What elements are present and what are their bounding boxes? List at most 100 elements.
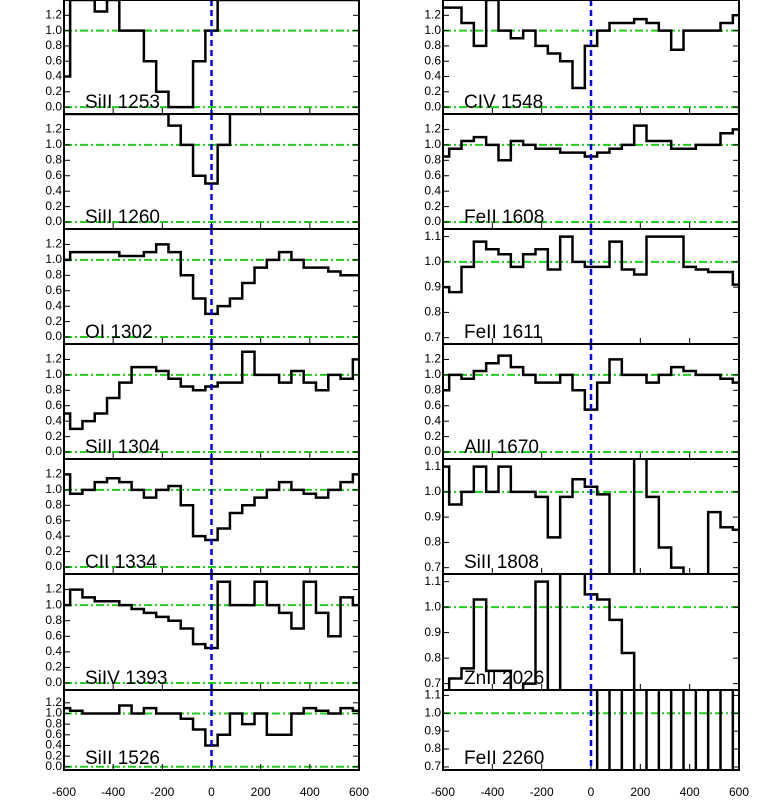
y-tick-label: 1.2	[45, 695, 62, 709]
panel-label: SiII 1253	[85, 92, 160, 113]
spectrum-line	[64, 350, 359, 431]
spectrum-line	[64, 704, 359, 747]
panel-frame	[63, 689, 360, 771]
data-group	[443, 0, 739, 90]
x-tick-label: 200	[251, 785, 271, 799]
y-tick-label: 1.0	[45, 706, 62, 720]
y-tick-label: 0.0	[424, 214, 441, 228]
y-tick-label: 0.2	[45, 748, 62, 762]
data-group	[443, 235, 739, 294]
spectrum-line	[443, 235, 739, 294]
y-tick-label: 1.0	[424, 254, 441, 268]
y-tick-label: 0.8	[424, 382, 441, 396]
y-tick-label: 1.1	[424, 574, 441, 588]
y-tick-label: 1.0	[45, 252, 62, 266]
y-tick-label: 0.8	[45, 716, 62, 730]
y-tick-label: 0.4	[45, 69, 62, 83]
panel: 0.7 0.8 0.9 1.0 1.1 ZnII 2026	[424, 573, 740, 691]
y-tick-label: 0.6	[45, 513, 62, 527]
y-tick-label: 1.0	[424, 367, 441, 381]
y-tick-label: 0.0	[45, 329, 62, 343]
y-tick-label: 1.2	[45, 122, 62, 136]
panel: 0.00.2 0.40.6 0.81.01.2 SiII 1260	[45, 113, 360, 230]
data-group	[64, 114, 359, 185]
panel-label: SiII 1526	[85, 748, 160, 769]
y-tick-label: 0.4	[45, 413, 62, 427]
y-tick-label: 0.0	[45, 675, 62, 689]
panel-label: CIV 1548	[464, 92, 543, 113]
panel: 0.00.20.40.60.81.01.2 -600 -400 -200 0 200 400…	[45, 689, 369, 799]
y-tick-label: 1.0	[424, 705, 441, 719]
y-tick-label: 1.2	[45, 467, 62, 481]
y-tick-label: 1.2	[45, 7, 62, 21]
y-tick-label: 0.8	[424, 152, 441, 166]
y-tick-label: 0.2	[424, 84, 441, 98]
y-tick-label: 1.0	[424, 23, 441, 37]
y-tick-label: 1.0	[424, 137, 441, 151]
panel: 0.00.20.4 0.60.81.0 1.2 SiII 1253	[45, 0, 360, 115]
x-tick-label: -400	[101, 785, 125, 799]
y-tick-label: 1.0	[424, 599, 441, 613]
spectrum-line	[447, 574, 636, 690]
panel: 0.7 0.8 0.9 1.0 1.1 FeII 1611	[424, 228, 740, 345]
panel-label: SiII 1808	[464, 552, 539, 573]
y-tick-label: 0.2	[45, 544, 62, 558]
spectrum-line	[443, 124, 739, 162]
spectrum-line	[443, 354, 739, 411]
y-tick-label: 0.6	[424, 398, 441, 412]
y-tick-label: 0.4	[45, 183, 62, 197]
x-tick-label: -200	[530, 785, 554, 799]
y-tick-label: 0.8	[424, 741, 441, 755]
y-tick-label: 0.7	[424, 759, 441, 773]
y-tick-label: 1.2	[424, 122, 441, 136]
y-tick-label: 0.6	[45, 53, 62, 67]
data-group	[447, 574, 636, 690]
y-tick-label: 0.2	[424, 429, 441, 443]
y-tick-label: 0.4	[45, 644, 62, 658]
panel-frame	[442, 689, 740, 771]
y-tick-label: 0.2	[45, 660, 62, 674]
panel-label: SiIV 1393	[85, 668, 167, 689]
y-tick-label: 0.6	[45, 283, 62, 297]
x-tick-label: -200	[150, 785, 174, 799]
y-tick-label: 0.0	[424, 99, 441, 113]
panel: 0.00.2 0.40.6 0.81.01.2 SiII 1304	[45, 343, 360, 460]
y-tick-label: 0.2	[424, 199, 441, 213]
y-tick-label: 0.2	[45, 84, 62, 98]
y-tick-label: 0.8	[45, 613, 62, 627]
y-tick-label: 0.8	[424, 535, 441, 549]
y-tick-label: 0.4	[45, 738, 62, 752]
x-tick-label: 0	[208, 785, 215, 799]
y-tick-label: 0.6	[45, 398, 62, 412]
y-tick-label: 1.2	[424, 352, 441, 366]
panel: 0.00.2 0.40.6 0.81.01.2 OI 1302	[45, 228, 360, 345]
y-tick-label: 0.8	[424, 305, 441, 319]
y-tick-label: 0.6	[45, 628, 62, 642]
y-tick-label: 0.4	[424, 183, 441, 197]
panel-label: CII 1334	[85, 552, 157, 573]
y-tick-label: 0.8	[45, 152, 62, 166]
y-tick-label: 1.2	[45, 237, 62, 251]
y-tick-label: 1.0	[424, 484, 441, 498]
y-tick-label: 0.8	[45, 497, 62, 511]
panel: 0.00.2 0.40.6 0.81.01.2 FeII 1608	[424, 113, 740, 230]
y-tick-label: 0.0	[45, 759, 62, 773]
panel-label: AlII 1670	[464, 437, 539, 458]
y-tick-label: 1.0	[45, 23, 62, 37]
y-tick-label: 0.0	[45, 214, 62, 228]
y-tick-label: 0.0	[45, 559, 62, 573]
y-tick-label: 0.4	[45, 528, 62, 542]
data-group	[64, 350, 359, 431]
spectrum-line	[64, 0, 359, 109]
y-tick-label: 0.7	[424, 676, 441, 690]
y-tick-label: 0.0	[424, 444, 441, 458]
x-tick-label: 600	[729, 785, 749, 799]
y-tick-label: 0.4	[45, 298, 62, 312]
data-group	[443, 459, 739, 574]
y-tick-label: 0.7	[424, 560, 441, 574]
y-tick-label: 0.8	[424, 650, 441, 664]
y-tick-label: 1.2	[45, 352, 62, 366]
y-tick-label: 1.0	[45, 367, 62, 381]
y-tick-label: 1.1	[424, 229, 441, 243]
